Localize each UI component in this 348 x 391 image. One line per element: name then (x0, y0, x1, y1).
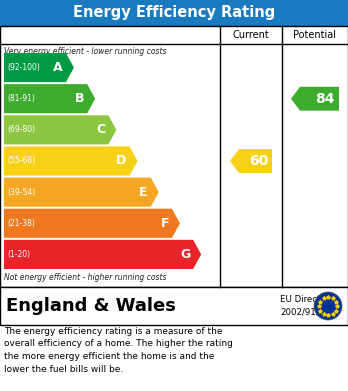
Polygon shape (4, 146, 137, 176)
Bar (0, 0, 348, 26)
Text: (55-68): (55-68) (7, 156, 35, 165)
Text: Very energy efficient - lower running costs: Very energy efficient - lower running co… (4, 47, 166, 56)
Text: A: A (53, 61, 63, 74)
Text: Energy Efficiency Rating: Energy Efficiency Rating (73, 5, 275, 20)
Polygon shape (291, 87, 339, 111)
Text: Potential: Potential (293, 30, 337, 40)
Text: England & Wales: England & Wales (6, 297, 176, 315)
Text: C: C (96, 123, 105, 136)
Text: G: G (180, 248, 190, 261)
Polygon shape (4, 115, 116, 144)
Text: D: D (116, 154, 127, 167)
Polygon shape (4, 178, 159, 207)
Text: B: B (75, 92, 84, 105)
Bar (0, 287, 348, 325)
Text: Not energy efficient - higher running costs: Not energy efficient - higher running co… (4, 273, 166, 282)
Polygon shape (4, 84, 95, 113)
Text: 60: 60 (249, 154, 268, 168)
Text: Current: Current (232, 30, 269, 40)
Text: (69-80): (69-80) (7, 126, 35, 135)
Text: 84: 84 (316, 92, 335, 106)
Polygon shape (4, 240, 201, 269)
Text: The energy efficiency rating is a measure of the
overall efficiency of a home. T: The energy efficiency rating is a measur… (4, 327, 233, 373)
Circle shape (314, 292, 342, 320)
Polygon shape (230, 149, 272, 173)
Text: (92-100): (92-100) (7, 63, 40, 72)
Text: (39-54): (39-54) (7, 188, 35, 197)
Text: F: F (160, 217, 169, 230)
Polygon shape (4, 209, 180, 238)
Text: (1-20): (1-20) (7, 250, 30, 259)
Bar (0, 26, 348, 287)
Polygon shape (4, 53, 74, 82)
Text: (21-38): (21-38) (7, 219, 35, 228)
Text: E: E (139, 186, 148, 199)
Text: EU Directive
2002/91/EC: EU Directive 2002/91/EC (280, 295, 333, 317)
Text: (81-91): (81-91) (7, 94, 35, 103)
